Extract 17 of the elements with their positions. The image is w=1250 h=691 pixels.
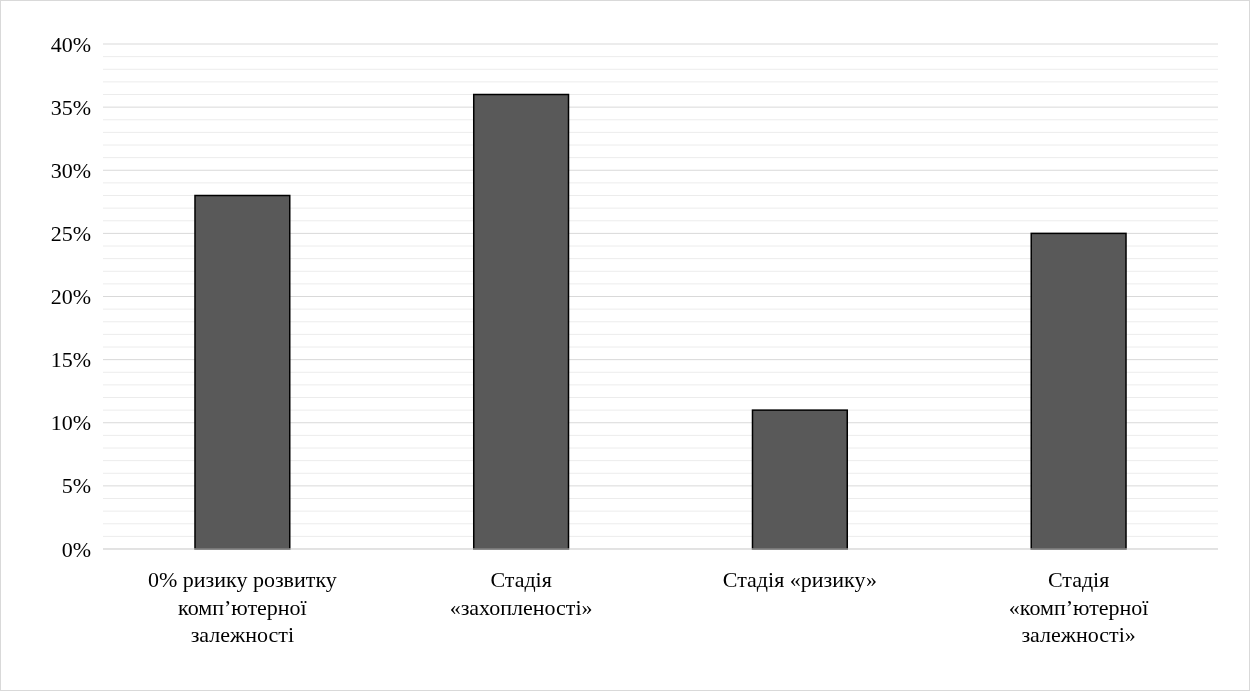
y-tick-label: 0% [61, 536, 91, 562]
bar [751, 409, 849, 550]
y-tick-label: 35% [50, 94, 91, 120]
y-tick-label: 15% [50, 347, 91, 373]
y-tick-label: 40% [50, 31, 91, 57]
x-tick-label: 0% ризику розвитку комп’ютерної залежності [147, 567, 337, 647]
y-tick-label: 5% [61, 473, 91, 499]
y-tick-label: 10% [50, 410, 91, 436]
x-tick-label: Стадія «комп’ютерної залежності» [1008, 567, 1150, 647]
bar [472, 93, 570, 550]
y-tick-label: 25% [50, 220, 91, 246]
y-tick-label: 30% [50, 157, 91, 183]
bar [194, 194, 291, 550]
y-tick-label: 20% [50, 284, 91, 310]
bar [1030, 232, 1127, 550]
x-tick-label: Стадія «захопленості» [449, 567, 593, 620]
x-tick-label: Стадія «ризику» [722, 567, 877, 592]
